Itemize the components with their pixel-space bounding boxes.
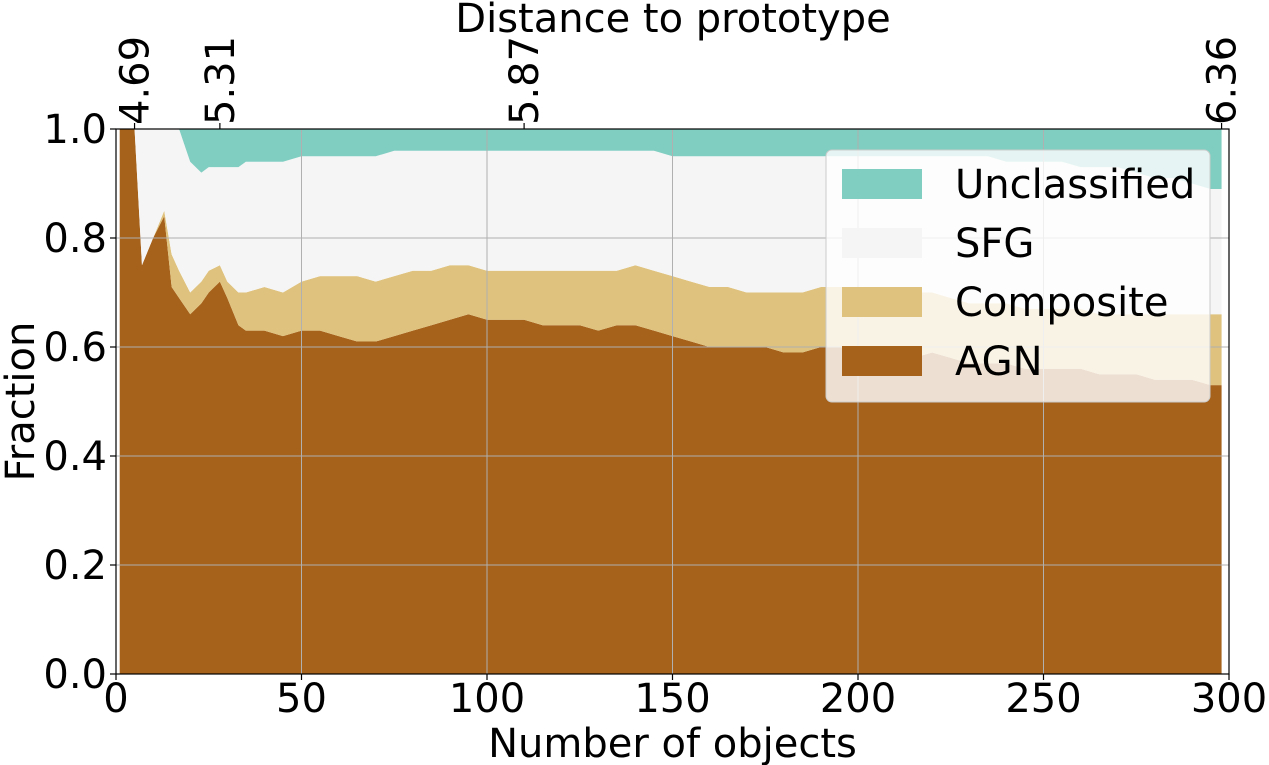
y-tick-label: 1.0: [43, 107, 107, 153]
x-tick-label: 200: [820, 676, 896, 722]
x-tick-label: 250: [1005, 676, 1081, 722]
y-axis-ticks: 0.0 0.2 0.4 0.6 0.8 1.0: [43, 107, 116, 698]
legend-swatch-agn: [842, 346, 922, 376]
top-tick-label: 6.36: [1200, 36, 1246, 125]
legend-label: AGN: [955, 339, 1043, 385]
legend-swatch-unclassified: [842, 169, 922, 199]
y-axis-label: Fraction: [0, 322, 44, 482]
y-tick-label: 0.4: [43, 434, 107, 480]
top-axis-ticks: 4.69 5.31 5.87 6.36: [113, 36, 1246, 129]
area-unclassified: [119, 129, 1222, 189]
legend-label: SFG: [955, 221, 1034, 267]
y-tick-label: 0.8: [43, 216, 107, 262]
y-tick-label: 0.2: [43, 543, 107, 589]
legend: Unclassified SFG Composite AGN: [825, 149, 1211, 403]
x-axis-ticks: 0 50 100 150 200 250 300: [103, 674, 1267, 722]
top-tick-label: 4.69: [113, 36, 159, 125]
area-agn: [119, 129, 1222, 674]
legend-label: Composite: [955, 280, 1168, 326]
y-tick-label: 0.6: [43, 325, 107, 371]
x-tick-label: 150: [634, 676, 710, 722]
x-tick-label: 0: [103, 676, 128, 722]
top-axis-label: Distance to prototype: [455, 0, 890, 42]
legend-box: [825, 149, 1211, 403]
x-tick-label: 100: [449, 676, 525, 722]
legend-swatch-composite: [842, 287, 922, 317]
x-tick-label: 300: [1191, 676, 1267, 722]
x-tick-label: 50: [276, 676, 327, 722]
y-tick-label: 0.0: [43, 652, 107, 698]
top-tick-label: 5.87: [502, 36, 548, 125]
x-axis-label: Number of objects: [488, 721, 857, 765]
legend-swatch-sfg: [842, 228, 922, 258]
legend-label: Unclassified: [955, 162, 1195, 208]
top-tick-label: 5.31: [198, 36, 244, 125]
